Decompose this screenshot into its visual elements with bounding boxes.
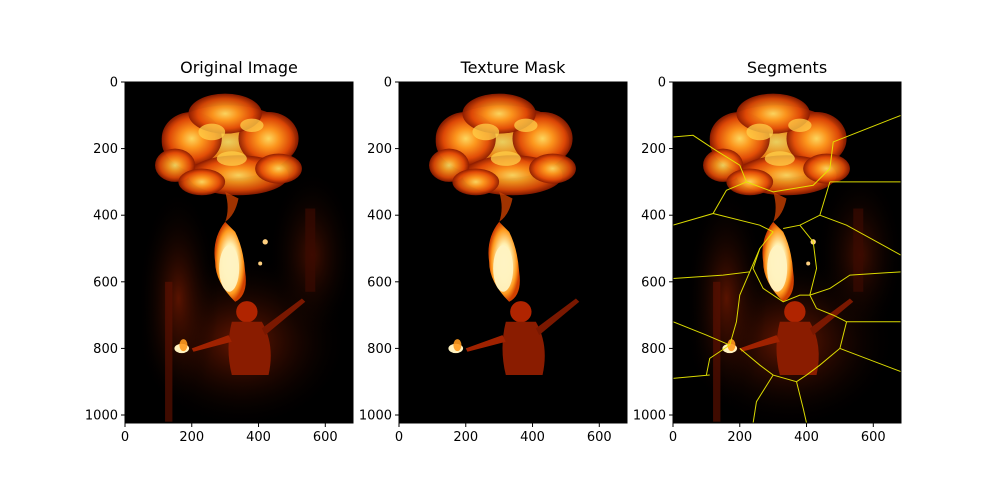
panel-title: Original Image — [180, 58, 298, 77]
panel-original: Original Image 0 200 400 600 0 200 400 600 800 100… — [85, 58, 354, 445]
x-tick-label: 600 — [313, 430, 338, 445]
segment-boundary-14 — [839, 347, 901, 373]
performer — [465, 298, 580, 376]
x-axis: 0 200 400 600 — [121, 423, 338, 445]
light-spot — [262, 239, 268, 245]
segment-boundary-18 — [752, 374, 774, 423]
segment-boundary-10 — [799, 224, 818, 309]
segment-boundary-13 — [796, 321, 848, 383]
x-axis: 0 200 400 600 — [395, 423, 612, 445]
panel-title: Segments — [747, 58, 827, 77]
left-glow — [138, 188, 219, 409]
axes-frame — [124, 81, 354, 424]
x-tick-label: 200 — [727, 430, 752, 445]
y-tick-label: 800 — [367, 342, 392, 357]
panel-title: Texture Mask — [460, 58, 567, 77]
y-axis: 0 200 400 600 800 1000 — [633, 76, 673, 424]
segment-boundary-5 — [819, 214, 901, 256]
segment-boundary-3 — [712, 213, 774, 233]
left-glow — [686, 188, 767, 409]
segment-boundary-17 — [752, 248, 810, 303]
performer — [739, 298, 854, 376]
y-tick-label: 600 — [367, 275, 392, 290]
y-tick-label: 800 — [93, 342, 118, 357]
fireball-cloud — [155, 93, 302, 196]
y-tick-label: 1000 — [633, 409, 666, 424]
segment-boundary-8 — [673, 374, 710, 379]
segment-boundary-7 — [705, 271, 751, 376]
panel-image — [673, 82, 901, 423]
segment-boundary-11 — [809, 271, 901, 296]
y-tick-label: 400 — [641, 209, 666, 224]
segment-boundary-9 — [673, 321, 730, 346]
y-tick-label: 1000 — [359, 409, 392, 424]
x-tick-label: 400 — [794, 430, 819, 445]
panel-image — [399, 82, 627, 423]
y-tick-label: 400 — [93, 209, 118, 224]
x-tick-label: 400 — [246, 430, 271, 445]
axes-frame — [672, 81, 902, 424]
y-tick-label: 600 — [641, 275, 666, 290]
segment-boundary-6 — [673, 231, 774, 279]
performer — [191, 298, 306, 376]
y-tick-label: 1000 — [85, 409, 118, 424]
axes-frame — [398, 81, 628, 424]
y-tick-label: 400 — [367, 209, 392, 224]
plume-stem — [499, 191, 513, 222]
y-tick-label: 0 — [658, 76, 666, 91]
y-tick-label: 600 — [93, 275, 118, 290]
plume-stem — [225, 191, 239, 222]
x-tick-label: 0 — [669, 430, 677, 445]
y-tick-label: 200 — [367, 142, 392, 157]
segment-boundary-0 — [673, 114, 901, 193]
panel-image — [125, 82, 353, 423]
segment-boundary-12 — [816, 307, 901, 323]
y-tick-label: 800 — [641, 342, 666, 357]
x-tick-label: 0 — [395, 430, 403, 445]
segment-boundary-2 — [673, 181, 747, 226]
x-tick-label: 600 — [587, 430, 612, 445]
y-axis: 0 200 400 600 800 1000 — [85, 76, 125, 424]
panel-mask: Texture Mask 0 200 400 600 0 200 400 600 800 1000 — [359, 58, 628, 445]
x-axis: 0 200 400 600 — [669, 423, 886, 445]
fireball-cloud — [429, 93, 576, 196]
panel-segments: Segments 0 200 400 600 0 200 400 600 800 1000 — [633, 58, 902, 445]
x-tick-label: 200 — [179, 430, 204, 445]
y-axis: 0 200 400 600 800 1000 — [359, 76, 399, 424]
x-tick-label: 400 — [520, 430, 545, 445]
y-tick-label: 200 — [641, 142, 666, 157]
pole — [165, 281, 173, 422]
x-tick-label: 200 — [453, 430, 478, 445]
panels-group: Original Image 0 200 400 600 0 200 400 600 800 100… — [85, 58, 902, 445]
x-tick-label: 0 — [121, 430, 129, 445]
segment-boundary-4 — [783, 181, 831, 230]
segment-boundary-15 — [796, 381, 808, 423]
y-tick-label: 0 — [384, 76, 392, 91]
plume-stem — [773, 191, 787, 222]
segment-boundaries — [673, 114, 901, 423]
segment-boundary-16 — [739, 348, 797, 383]
pole — [713, 281, 721, 422]
y-tick-label: 0 — [110, 76, 118, 91]
y-tick-label: 200 — [93, 142, 118, 157]
x-tick-label: 600 — [861, 430, 886, 445]
